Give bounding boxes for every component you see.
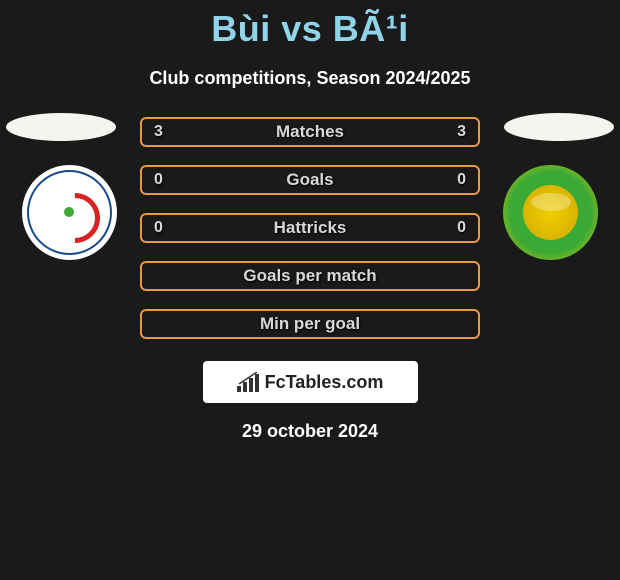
stat-row-matches: 3 Matches 3 — [140, 117, 480, 147]
date-label: 29 october 2024 — [0, 421, 620, 442]
stat-right-value: 0 — [446, 171, 466, 189]
player-marker-left — [6, 113, 116, 141]
stat-right-value: 0 — [446, 219, 466, 237]
stat-right-value: 3 — [446, 123, 466, 141]
stat-label: Goals per match — [243, 266, 376, 286]
brand-link[interactable]: FcTables.com — [203, 361, 418, 403]
stat-label: Hattricks — [274, 218, 347, 238]
chart-icon — [237, 372, 261, 392]
stat-label: Min per goal — [260, 314, 360, 334]
stat-label: Matches — [276, 122, 344, 142]
stat-left-value: 3 — [154, 123, 174, 141]
stat-row-goals: 0 Goals 0 — [140, 165, 480, 195]
stat-left-value: 0 — [154, 171, 174, 189]
club-badge-left-icon — [50, 193, 90, 233]
club-badge-right-icon — [523, 185, 578, 240]
stat-row-goals-per-match: Goals per match — [140, 261, 480, 291]
player-marker-right — [504, 113, 614, 141]
club-badge-right — [503, 165, 598, 260]
stat-row-hattricks: 0 Hattricks 0 — [140, 213, 480, 243]
subtitle: Club competitions, Season 2024/2025 — [0, 68, 620, 89]
club-badge-left — [22, 165, 117, 260]
content-area: 3 Matches 3 0 Goals 0 0 Hattricks 0 Goal… — [0, 117, 620, 442]
club-badge-left-inner — [27, 170, 112, 255]
stats-container: 3 Matches 3 0 Goals 0 0 Hattricks 0 Goal… — [140, 117, 480, 339]
brand-text: FcTables.com — [265, 372, 384, 393]
stat-left-value: 0 — [154, 219, 174, 237]
page-title: Bùi vs BÃ¹i — [0, 0, 620, 50]
stat-row-min-per-goal: Min per goal — [140, 309, 480, 339]
stat-label: Goals — [286, 170, 333, 190]
